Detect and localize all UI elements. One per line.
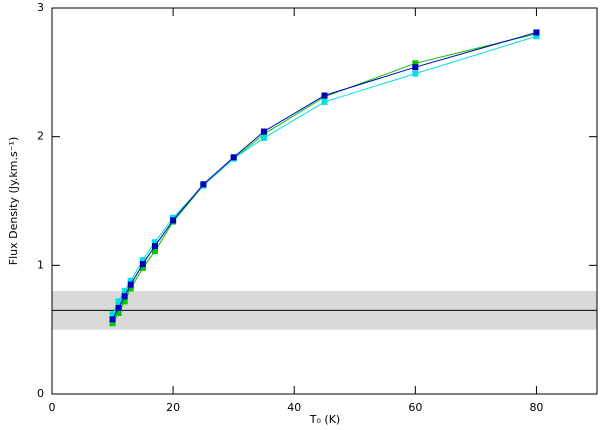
marker bbox=[109, 311, 116, 318]
x-tick-label: 60 bbox=[408, 401, 422, 414]
marker bbox=[139, 261, 146, 268]
series-line bbox=[112, 35, 537, 315]
marker bbox=[151, 243, 158, 250]
marker bbox=[109, 316, 116, 323]
marker bbox=[151, 248, 158, 255]
x-axis-label: T₀ (K) bbox=[309, 413, 340, 426]
marker bbox=[412, 60, 419, 67]
marker bbox=[412, 64, 419, 71]
marker bbox=[321, 92, 328, 99]
marker bbox=[260, 128, 267, 135]
marker bbox=[115, 309, 122, 316]
marker bbox=[115, 304, 122, 311]
marker bbox=[230, 154, 237, 161]
y-tick-label: 1 bbox=[37, 258, 44, 271]
x-tick-label: 40 bbox=[287, 401, 301, 414]
x-tick-label: 0 bbox=[49, 401, 56, 414]
marker bbox=[139, 257, 146, 264]
marker bbox=[170, 217, 177, 224]
marker bbox=[412, 70, 419, 77]
marker bbox=[533, 33, 540, 40]
marker bbox=[115, 298, 122, 305]
marker bbox=[260, 134, 267, 141]
y-tick-label: 2 bbox=[37, 130, 44, 143]
y-axis-label: Flux Density (Jy.km.s⁻¹) bbox=[7, 137, 20, 265]
series-line bbox=[112, 33, 537, 324]
y-tick-label: 0 bbox=[37, 387, 44, 400]
marker bbox=[321, 98, 328, 105]
plot-frame bbox=[51, 7, 598, 395]
marker bbox=[121, 293, 128, 300]
marker bbox=[127, 277, 134, 284]
x-tick-label: 80 bbox=[529, 401, 543, 414]
marker bbox=[121, 288, 128, 295]
marker bbox=[200, 181, 207, 188]
marker bbox=[127, 285, 134, 292]
marker bbox=[139, 264, 146, 271]
marker bbox=[533, 29, 540, 36]
marker bbox=[109, 320, 116, 327]
marker bbox=[121, 298, 128, 305]
marker bbox=[151, 239, 158, 246]
marker bbox=[127, 281, 134, 288]
series-line bbox=[112, 31, 537, 320]
y-tick-label: 3 bbox=[37, 1, 44, 14]
x-tick-label: 20 bbox=[166, 401, 180, 414]
